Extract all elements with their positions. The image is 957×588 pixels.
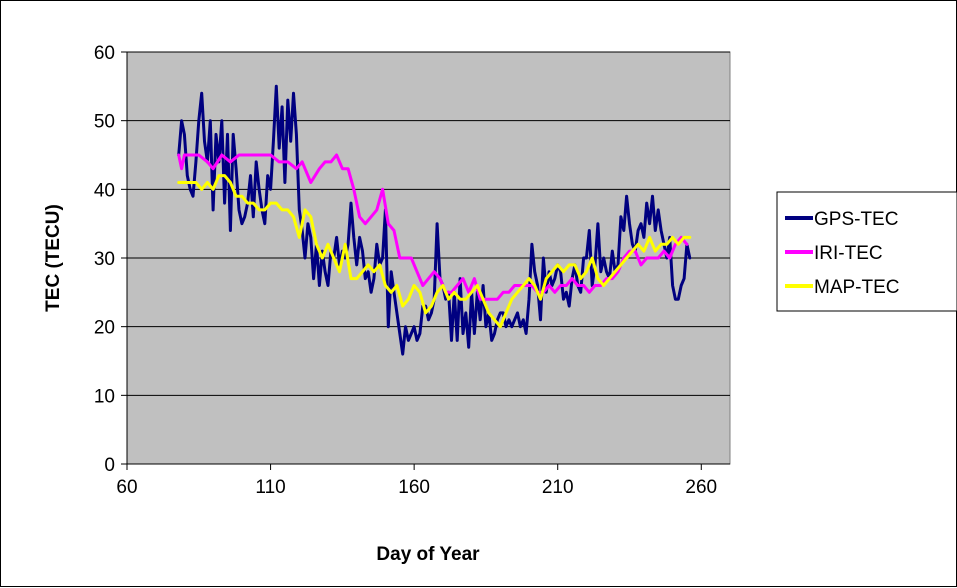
legend-label-gps-tec: GPS-TEC [814, 209, 898, 230]
x-axis-title: Day of Year [376, 544, 480, 565]
y-tick-label: 20 [94, 318, 115, 339]
x-tick-label: 210 [542, 477, 574, 498]
series-lines [177, 84, 692, 356]
x-tick-label: 160 [398, 477, 430, 498]
gridlines [127, 51, 730, 396]
legend: GPS-TEC IRI-TEC MAP-TEC [776, 191, 957, 312]
y-axis-title: TEC (TECU) [43, 204, 64, 312]
x-tick-label: 60 [116, 477, 137, 498]
y-tick-label: 10 [94, 386, 115, 407]
y-tick-label: 40 [94, 180, 115, 201]
tick-labels: 0 10 20 30 40 50 60 60 110 160 210 260 [94, 43, 717, 498]
y-tick-label: 0 [104, 455, 115, 476]
series-line-map-tec [177, 174, 692, 329]
legend-label-iri-tec: IRI-TEC [814, 243, 883, 264]
legend-label-map-tec: MAP-TEC [814, 277, 900, 298]
y-tick-label: 60 [94, 43, 115, 64]
x-tick-label: 260 [685, 477, 717, 498]
x-tick-label: 110 [255, 477, 285, 498]
y-tick-label: 30 [94, 249, 115, 270]
axes [121, 51, 730, 470]
y-tick-label: 50 [94, 112, 115, 133]
